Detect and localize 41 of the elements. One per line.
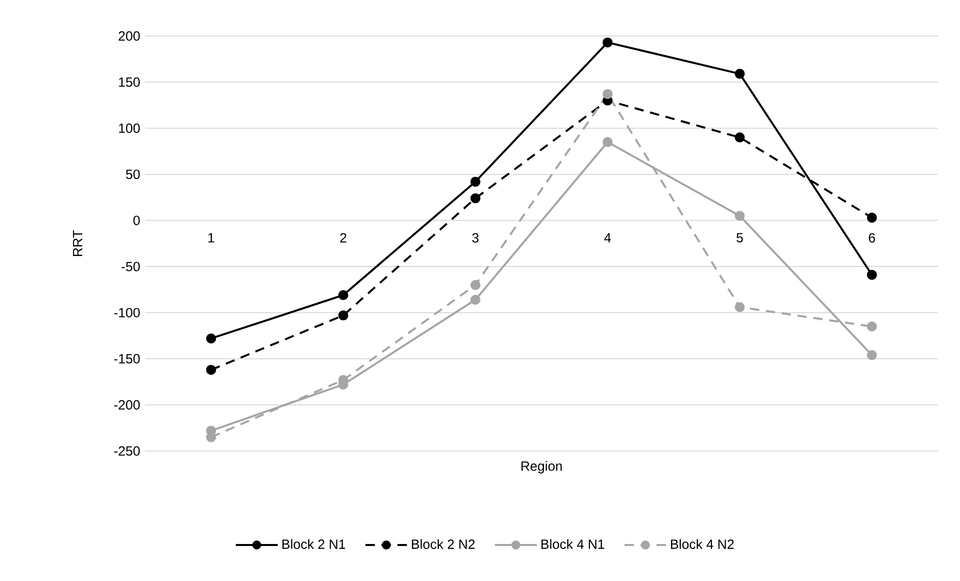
legend-label: Block 4 N2 <box>671 539 734 549</box>
point <box>338 290 348 300</box>
point <box>470 294 480 305</box>
point <box>470 280 480 290</box>
legend-label: Block 2 N1 <box>282 539 346 549</box>
y-tick-label: 100 <box>119 123 140 133</box>
point <box>602 89 613 100</box>
y-tick-label: 150 <box>119 77 140 87</box>
point <box>602 137 613 148</box>
y-tick-label: 200 <box>118 31 140 41</box>
point <box>866 350 877 360</box>
x-tick-label: 1 <box>208 233 214 242</box>
point <box>470 176 480 187</box>
point <box>734 210 745 221</box>
point <box>602 37 613 48</box>
y-tick-label: -100 <box>114 308 140 318</box>
point <box>866 270 877 280</box>
y-tick-label: 0 <box>133 216 140 226</box>
x-tick-label: 5 <box>736 233 743 242</box>
x-tick-label: 4 <box>604 233 611 242</box>
point <box>734 302 745 312</box>
y-tick-label: -200 <box>114 400 140 410</box>
y-tick-label: -250 <box>114 446 140 456</box>
legend-label: Block 4 N1 <box>541 539 604 549</box>
point <box>866 321 877 332</box>
x-axis-title: Region <box>521 461 562 474</box>
point <box>734 68 745 79</box>
x-tick-label: 6 <box>868 233 876 243</box>
point <box>206 364 216 375</box>
x-tick-label: 3 <box>472 233 479 243</box>
y-tick-label: -50 <box>122 262 140 272</box>
point <box>338 310 348 320</box>
x-tick-label: 2 <box>340 233 346 242</box>
point <box>470 193 480 204</box>
legend-label: Block 2 N2 <box>412 539 475 549</box>
point <box>734 132 745 142</box>
y-axis-title: RRT <box>73 230 82 256</box>
point <box>206 333 216 344</box>
y-tick-label: -150 <box>114 354 140 364</box>
y-tick-label: 50 <box>126 170 140 180</box>
point <box>866 212 877 223</box>
